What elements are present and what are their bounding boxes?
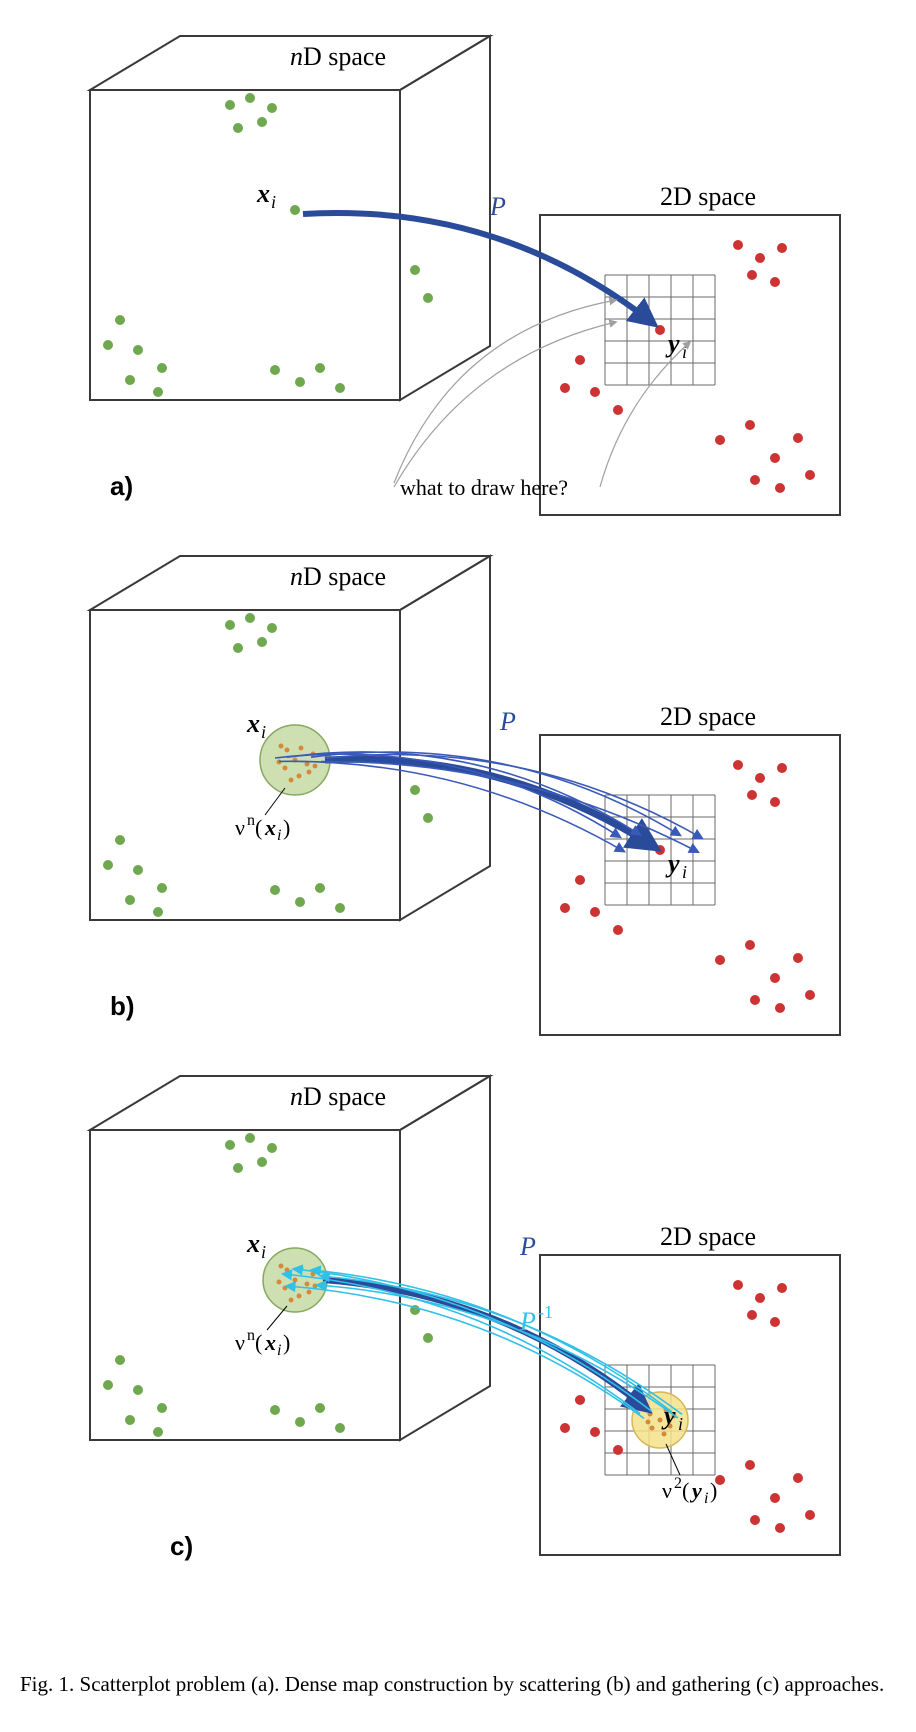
panel-c: nD space2D spacexiyiPP-1νn(xi)ν2(yi)c) [90, 1076, 840, 1561]
svg-text:nD space: nD space [290, 1082, 386, 1111]
svg-text:ν: ν [662, 1478, 672, 1503]
svg-text:y: y [665, 849, 680, 878]
svg-text:(: ( [255, 1330, 262, 1355]
figure-caption: Fig. 1. Scatterplot problem (a). Dense m… [20, 1670, 896, 1698]
svg-text:): ) [710, 1478, 717, 1503]
svg-text:(: ( [255, 815, 262, 840]
svg-text:ν: ν [235, 815, 245, 840]
svg-text:P: P [519, 1307, 536, 1336]
svg-text:n: n [247, 1327, 255, 1344]
svg-text:a): a) [110, 471, 133, 501]
svg-text:x: x [264, 1330, 276, 1355]
svg-text:n: n [247, 812, 255, 829]
svg-text:x: x [246, 709, 260, 738]
svg-text:2: 2 [674, 1475, 682, 1492]
svg-text:-1: -1 [538, 1302, 553, 1322]
svg-text:2D space: 2D space [660, 1222, 756, 1251]
svg-text:): ) [283, 1330, 290, 1355]
svg-text:i: i [678, 1414, 683, 1434]
svg-text:2D space: 2D space [660, 702, 756, 731]
svg-text:x: x [264, 815, 276, 840]
svg-text:): ) [283, 815, 290, 840]
svg-text:P: P [499, 707, 516, 736]
svg-text:i: i [704, 1490, 708, 1507]
svg-text:nD space: nD space [290, 562, 386, 591]
svg-text:(: ( [682, 1478, 689, 1503]
svg-text:i: i [682, 862, 687, 882]
svg-text:i: i [277, 1342, 281, 1359]
panel-b: nD space2D spacexiyiPνn(xi)b) [90, 556, 840, 1035]
svg-text:2D space: 2D space [660, 182, 756, 211]
svg-text:what to draw here?: what to draw here? [400, 475, 568, 500]
svg-text:b): b) [110, 991, 135, 1021]
svg-text:P: P [519, 1232, 536, 1261]
svg-text:P: P [489, 192, 506, 221]
panel-a: nD space2D spacexiyiPwhat to draw here?a… [90, 36, 840, 515]
svg-text:i: i [261, 722, 266, 742]
svg-text:x: x [256, 179, 270, 208]
figure-svg: nD space2D spacexiyiPwhat to draw here?a… [20, 20, 896, 1660]
svg-text:y: y [689, 1478, 702, 1503]
svg-text:ν: ν [235, 1330, 245, 1355]
svg-text:c): c) [170, 1531, 193, 1561]
svg-text:nD space: nD space [290, 42, 386, 71]
figure-wrapper: nD space2D spacexiyiPwhat to draw here?a… [20, 20, 896, 1698]
svg-text:x: x [246, 1229, 260, 1258]
svg-text:i: i [271, 192, 276, 212]
svg-text:i: i [277, 827, 281, 844]
svg-text:i: i [261, 1242, 266, 1262]
